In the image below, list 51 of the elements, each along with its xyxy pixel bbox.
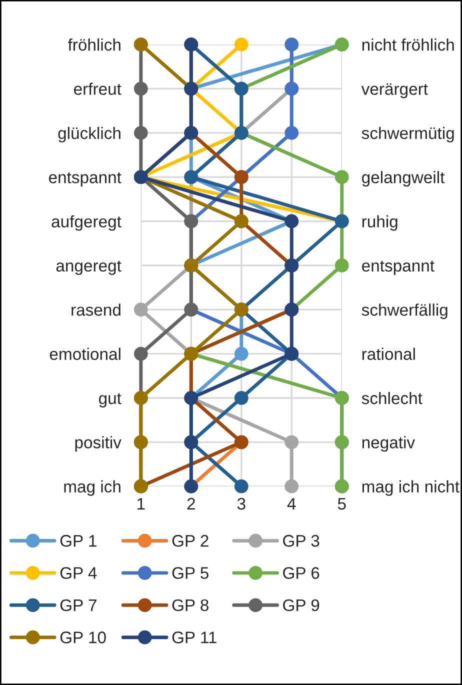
point: [134, 82, 148, 96]
x-tick-label: 4: [287, 498, 296, 510]
point: [234, 38, 248, 52]
y2-tick-label: schwermütig: [362, 126, 454, 142]
y2-tick-label: rational: [362, 348, 415, 360]
legend-label: GP 5: [172, 567, 208, 579]
point: [234, 346, 248, 361]
y2-tick-label: schwerfällig: [362, 304, 448, 320]
y-tick-label: rasend: [72, 304, 120, 316]
y-tick-label: positiv: [75, 436, 122, 452]
y-tick-label: entspannt: [48, 172, 122, 187]
y-tick-label: erfreut: [74, 82, 122, 95]
point: [134, 126, 148, 140]
point: [334, 170, 349, 184]
legend-label: GP 3: [283, 534, 320, 547]
y-tick-label: glücklich: [58, 126, 120, 142]
y2-tick-label: mag ich nicht: [362, 480, 460, 496]
y-tick-label: angeregt: [56, 260, 122, 275]
legend-label: GP 2: [172, 534, 208, 547]
point: [234, 391, 248, 405]
x-tick-label: 2: [187, 498, 195, 510]
y2-tick-label: negativ: [362, 436, 416, 452]
point: [234, 479, 248, 494]
y-tick-label: emotional: [50, 348, 120, 360]
y-tick-label: aufgeregt: [52, 215, 122, 231]
legend-label: GP 6: [283, 567, 320, 579]
legend-label: GP 11: [172, 632, 216, 644]
y2-tick-label: nicht fröhlich: [362, 38, 454, 51]
legend-label: GP 10: [60, 632, 106, 644]
y2-tick-label: gelangweilt: [362, 171, 445, 187]
y2-tick-label: verärgert: [361, 83, 428, 98]
y-tick-label: mag ich: [64, 480, 120, 496]
point: [284, 479, 299, 494]
x-tick-label: 3: [237, 498, 246, 510]
point: [284, 126, 299, 140]
y2-tick-label: ruhig: [362, 215, 398, 231]
legend-label: GP 1: [60, 534, 96, 547]
point: [134, 346, 148, 361]
point: [284, 435, 299, 450]
y-tick-label: fröhlich: [68, 38, 120, 51]
legend-label: GP 4: [60, 567, 97, 579]
y2-tick-label: schlecht: [362, 392, 422, 404]
legend-label: GP 9: [283, 599, 320, 612]
legend-label: GP 8: [172, 599, 208, 612]
x-tick-label: 1: [138, 498, 145, 510]
point: [134, 302, 148, 317]
y-tick-label: gut: [99, 393, 122, 408]
x-tick-label: 5: [338, 498, 346, 510]
y2-tick-label: entspannt: [362, 260, 434, 275]
point: [334, 258, 349, 272]
legend-label: GP 7: [60, 599, 96, 612]
